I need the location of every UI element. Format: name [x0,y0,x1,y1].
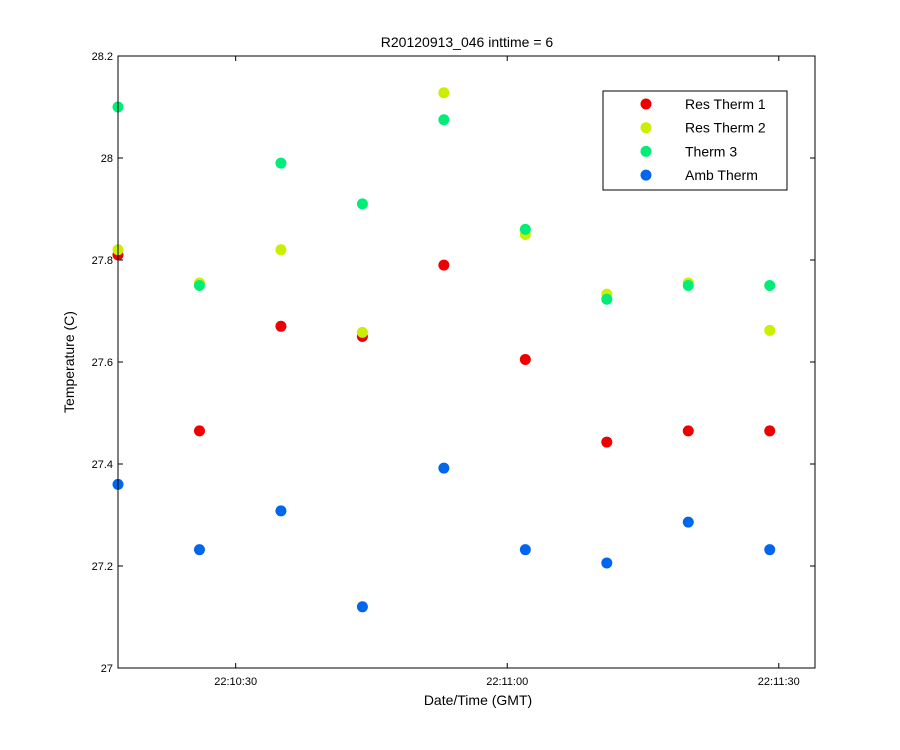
data-point [275,505,287,517]
y-tick-label: 27.2 [92,561,113,573]
y-tick-label: 28 [101,153,113,165]
x-tick-label: 22:11:30 [758,676,800,688]
legend-marker [640,145,652,157]
data-point [438,87,450,99]
data-point [275,157,287,169]
data-point [275,244,287,256]
data-point [356,601,368,613]
data-point [438,462,450,474]
data-point [438,259,450,271]
series-therm-3 [112,101,776,305]
legend-marker [640,169,652,181]
data-point [356,326,368,338]
x-tick-label: 22:11:00 [486,676,528,688]
data-point [519,544,531,556]
data-points [112,87,776,613]
x-axis-label: Date/Time (GMT) [424,692,532,708]
data-point [519,353,531,365]
data-point [764,324,776,336]
legend-label: Amb Therm [685,167,758,183]
axis-ticks: 27 27.2 27.4 27.6 27.8 28 28.2 22:10:30 22:11:00… [92,51,815,688]
y-tick-label: 28.2 [92,51,113,63]
chart-title: R20120913_046 inttime = 6 [381,34,554,50]
data-point [193,425,205,437]
data-point [601,293,613,305]
data-point [275,320,287,332]
data-point [682,280,694,291]
plot-area-frame [117,55,816,669]
y-tick-label: 27.8 [92,255,113,267]
data-point [193,544,205,556]
series-amb-therm [112,462,776,613]
data-point [356,198,368,210]
y-tick-label: 27.6 [92,357,113,369]
data-point [764,425,776,437]
legend-marker [640,122,652,134]
data-point [519,223,531,235]
legend-label: Therm 3 [685,143,737,159]
legend-box [602,90,788,191]
x-tick-label: 22:10:30 [214,676,257,688]
legend-label: Res Therm 2 [685,120,766,136]
data-point [764,544,776,556]
data-point [438,114,450,126]
y-axis-label: Temperature (C) [61,311,77,413]
y-tick-label: 27.4 [92,459,113,471]
data-point [682,516,694,528]
legend: Res Therm 1 Res Therm 2 Therm 3 Amb Therm [602,90,788,191]
legend-label: Res Therm 1 [685,96,766,112]
data-point [601,436,613,448]
data-point [764,280,776,291]
data-point [682,425,694,437]
legend-marker [640,98,652,110]
data-point [601,557,613,569]
data-point [193,280,205,291]
y-tick-label: 27 [101,663,113,675]
